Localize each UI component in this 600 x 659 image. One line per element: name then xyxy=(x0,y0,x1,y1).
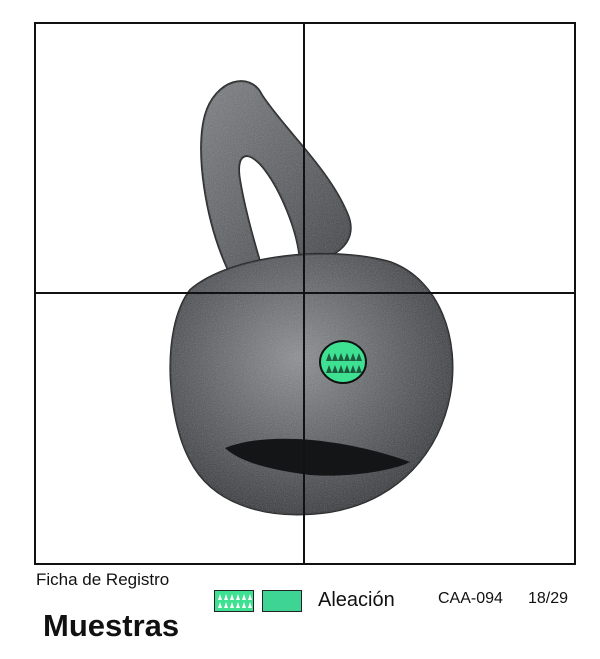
record-subtitle: Ficha de Registro xyxy=(36,570,170,589)
page-number: 18/29 xyxy=(528,590,569,607)
record-title: Muestras xyxy=(43,608,180,643)
sample-point-marker xyxy=(319,340,367,384)
legend-pattern-swatch xyxy=(214,589,254,612)
record-code: CAA-094 xyxy=(438,590,503,607)
legend: Aleación xyxy=(214,589,395,612)
legend-label: Aleación xyxy=(318,589,395,611)
legend-solid-swatch xyxy=(262,589,302,612)
horizontal-grid-line xyxy=(34,292,576,294)
